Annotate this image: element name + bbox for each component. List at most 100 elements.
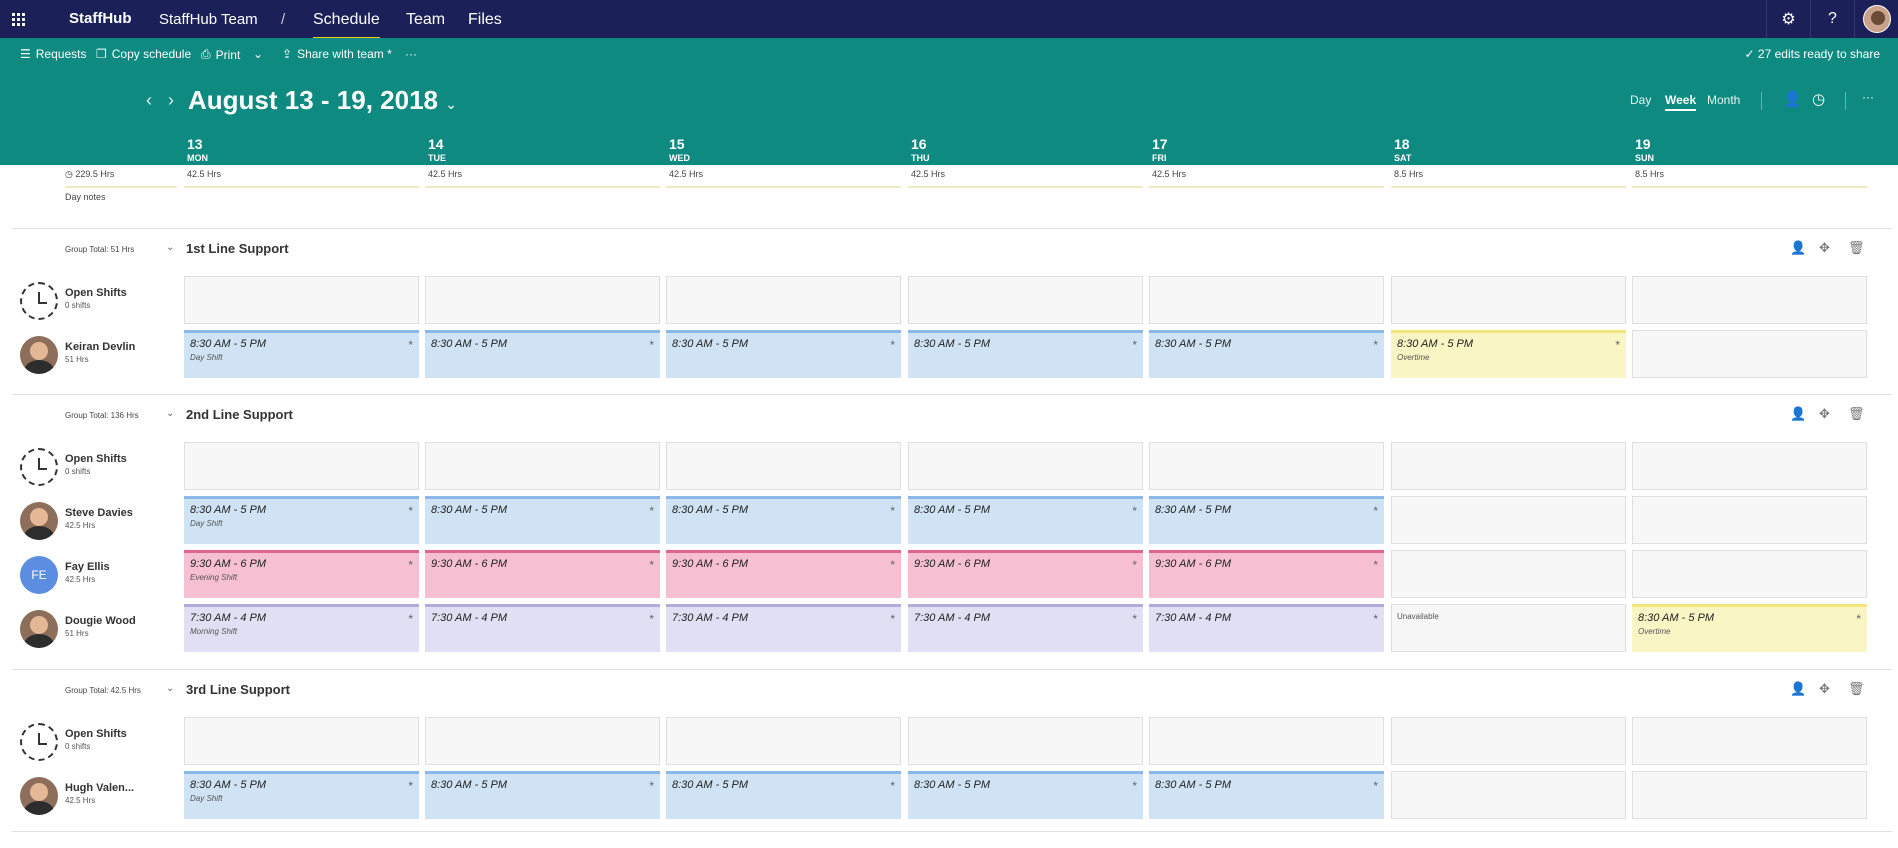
member-row-header[interactable]: Open Shifts 0 shifts [20,442,178,490]
empty-shift-cell[interactable] [1391,496,1626,544]
empty-shift-cell[interactable] [425,717,660,765]
people-view-icon[interactable]: 👤 [1783,91,1802,108]
tab-files[interactable]: Files [468,11,502,28]
shift-card[interactable]: 9:30 AM - 6 PM * [666,550,901,598]
day-header[interactable]: 18 SAT [1394,136,1630,163]
shift-card[interactable]: 8:30 AM - 5 PM * [666,330,901,378]
clock-icon[interactable]: ◷ [1812,91,1826,108]
help-icon[interactable]: ? [1810,0,1854,38]
share-with-team-button[interactable]: ⇪ Share with team * [282,47,392,61]
empty-shift-cell[interactable] [666,442,901,490]
member-row-header[interactable]: Hugh Valen... 42.5 Hrs [20,771,178,819]
member-row-header[interactable]: FE Fay Ellis 42.5 Hrs [20,550,178,598]
shift-card[interactable]: 8:30 AM - 5 PM * [1149,496,1384,544]
app-launcher-icon[interactable] [0,0,36,38]
unavailable-cell[interactable]: Unavailable [1391,604,1626,652]
move-icon[interactable]: ✥ [1819,681,1830,696]
empty-shift-cell[interactable] [184,442,419,490]
date-range-title[interactable]: August 13 - 19, 2018 ⌄ [188,85,457,115]
day-notes-label[interactable]: Day notes [65,192,106,202]
empty-shift-cell[interactable] [1391,771,1626,819]
empty-shift-cell[interactable] [1632,550,1867,598]
shift-card[interactable]: 7:30 AM - 4 PM * [666,604,901,652]
member-row-header[interactable]: Keiran Devlin 51 Hrs [20,330,178,378]
print-options-dropdown[interactable]: ⌄ [253,47,263,61]
day-header[interactable]: 13 MON [187,136,423,163]
shift-card[interactable]: 9:30 AM - 6 PM * [1149,550,1384,598]
tab-team[interactable]: Team [406,11,446,28]
member-row-header[interactable]: Dougie Wood 51 Hrs [20,604,178,652]
requests-button[interactable]: ☰ Requests [20,47,87,61]
empty-shift-cell[interactable] [908,717,1143,765]
shift-card[interactable]: 8:30 AM - 5 PM * [666,771,901,819]
next-week-icon[interactable]: › [168,90,174,110]
group-name[interactable]: 2nd Line Support [186,407,293,422]
chevron-down-icon[interactable]: ⌄ [166,683,175,694]
day-header[interactable]: 17 FRI [1152,136,1388,163]
day-header[interactable]: 14 TUE [428,136,664,163]
empty-shift-cell[interactable] [1632,330,1867,378]
shift-card[interactable]: 8:30 AM - 5 PM * [908,496,1143,544]
chevron-down-icon[interactable]: ⌄ [166,242,175,253]
empty-shift-cell[interactable] [666,717,901,765]
shift-card[interactable]: 8:30 AM - 5 PM * [1149,330,1384,378]
group-name[interactable]: 1st Line Support [186,241,289,256]
gear-icon[interactable]: ⚙ [1766,0,1810,38]
add-person-icon[interactable]: 👤 [1790,240,1807,255]
shift-card[interactable]: 8:30 AM - 5 PM Overtime * [1632,604,1867,652]
shift-card[interactable]: 8:30 AM - 5 PM Day Shift * [184,330,419,378]
empty-shift-cell[interactable] [1391,717,1626,765]
copy-schedule-button[interactable]: ❐ Copy schedule [96,47,192,61]
empty-shift-cell[interactable] [1149,276,1384,324]
shift-card[interactable]: 7:30 AM - 4 PM * [425,604,660,652]
view-day[interactable]: Day [1630,93,1652,107]
shift-card[interactable]: 9:30 AM - 6 PM Evening Shift * [184,550,419,598]
shift-card[interactable]: 7:30 AM - 4 PM Morning Shift * [184,604,419,652]
empty-shift-cell[interactable] [1391,276,1626,324]
view-month[interactable]: Month [1707,93,1741,107]
more-options-button[interactable]: ··· [1862,90,1874,104]
view-week[interactable]: Week [1665,93,1697,111]
add-person-icon[interactable]: 👤 [1790,681,1807,696]
shift-card[interactable]: 8:30 AM - 5 PM * [1149,771,1384,819]
empty-shift-cell[interactable] [1391,442,1626,490]
empty-shift-cell[interactable] [425,276,660,324]
shift-card[interactable]: 8:30 AM - 5 PM * [908,771,1143,819]
team-name[interactable]: StaffHub Team [159,11,258,28]
empty-shift-cell[interactable] [425,442,660,490]
day-header[interactable]: 19 SUN [1635,136,1871,163]
shift-card[interactable]: 8:30 AM - 5 PM Day Shift * [184,771,419,819]
empty-shift-cell[interactable] [1632,771,1867,819]
shift-card[interactable]: 8:30 AM - 5 PM Overtime * [1391,330,1626,378]
tab-schedule[interactable]: Schedule [313,11,380,40]
member-row-header[interactable]: Steve Davies 42.5 Hrs [20,496,178,544]
more-commands-button[interactable]: ··· [405,47,417,61]
shift-card[interactable]: 8:30 AM - 5 PM Day Shift * [184,496,419,544]
add-person-icon[interactable]: 👤 [1790,406,1807,421]
empty-shift-cell[interactable] [184,717,419,765]
shift-card[interactable]: 8:30 AM - 5 PM * [908,330,1143,378]
move-icon[interactable]: ✥ [1819,406,1830,421]
empty-shift-cell[interactable] [1149,442,1384,490]
previous-week-icon[interactable]: ‹ [146,90,152,110]
empty-shift-cell[interactable] [184,276,419,324]
shift-card[interactable]: 8:30 AM - 5 PM * [425,496,660,544]
chevron-down-icon[interactable]: ⌄ [166,408,175,419]
shift-card[interactable]: 8:30 AM - 5 PM * [666,496,901,544]
shift-card[interactable]: 7:30 AM - 4 PM * [1149,604,1384,652]
day-header[interactable]: 16 THU [911,136,1147,163]
empty-shift-cell[interactable] [1632,276,1867,324]
empty-shift-cell[interactable] [666,276,901,324]
move-icon[interactable]: ✥ [1819,240,1830,255]
empty-shift-cell[interactable] [1391,550,1626,598]
empty-shift-cell[interactable] [1632,442,1867,490]
shift-card[interactable]: 9:30 AM - 6 PM * [425,550,660,598]
shift-card[interactable]: 9:30 AM - 6 PM * [908,550,1143,598]
app-brand[interactable]: StaffHub [69,10,132,27]
empty-shift-cell[interactable] [1632,717,1867,765]
user-avatar[interactable] [1854,0,1898,38]
day-header[interactable]: 15 WED [669,136,905,163]
print-button[interactable]: ⎙ Print [201,47,241,62]
empty-shift-cell[interactable] [1632,496,1867,544]
trash-icon[interactable]: 🗑 [1848,406,1865,421]
